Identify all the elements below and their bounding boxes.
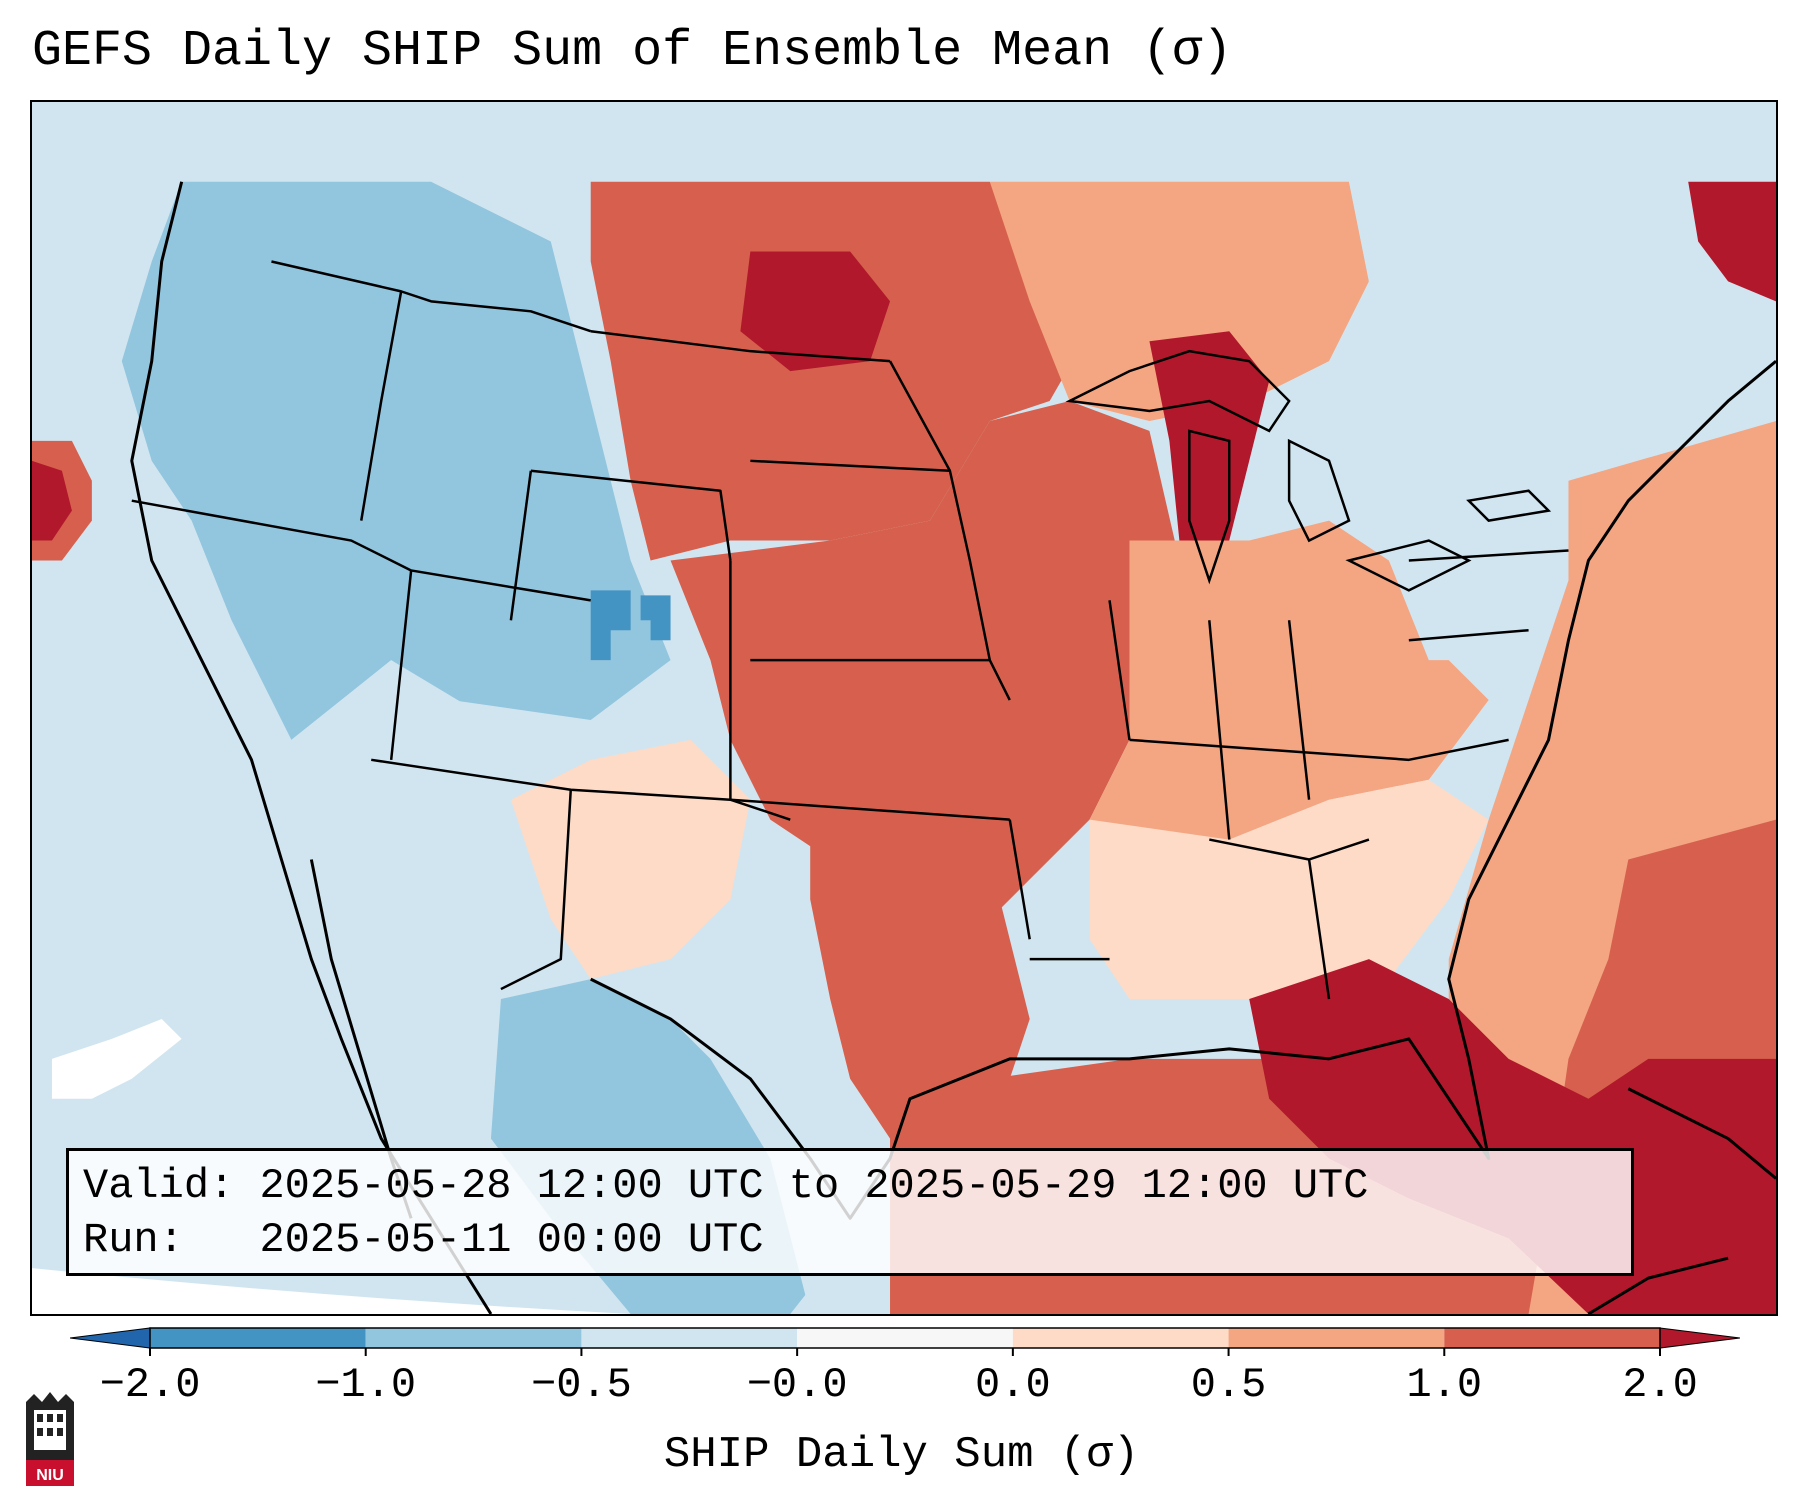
anomaly-region-near-zero bbox=[51, 1018, 182, 1099]
anomaly-region-texas bbox=[810, 819, 1030, 1139]
anomaly-region-canada-east bbox=[1329, 181, 1776, 541]
colorbar-tick-label: 2.0 bbox=[1622, 1361, 1698, 1409]
valid-value: 2025-05-28 12:00 UTC to 2025-05-29 12:00… bbox=[259, 1162, 1369, 1210]
domain-edge bbox=[32, 1268, 631, 1314]
anomaly-region-north-dakota bbox=[740, 251, 891, 372]
state-borders bbox=[131, 260, 1569, 1000]
anomaly-region-colorado-2 bbox=[640, 595, 671, 641]
colorbar-tick-label: −0.0 bbox=[746, 1361, 848, 1409]
run-value: 2025-05-11 00:00 UTC bbox=[259, 1216, 764, 1264]
anomaly-map bbox=[32, 102, 1776, 1314]
logo-text: NIU bbox=[36, 1467, 64, 1484]
valid-label: Valid: bbox=[83, 1162, 235, 1210]
anomaly-region-upper-midwest bbox=[989, 181, 1369, 421]
map-panel bbox=[30, 100, 1778, 1316]
colorbar-over-arrow bbox=[1659, 1327, 1740, 1349]
info-box: Valid: 2025-05-28 12:00 UTC to 2025-05-2… bbox=[66, 1148, 1634, 1276]
colorbar-bin bbox=[1444, 1328, 1660, 1348]
colorbar-tick-label: 0.5 bbox=[1190, 1361, 1267, 1409]
colorbar-tick-label: −1.0 bbox=[315, 1361, 417, 1409]
colorbar-tick-label: −0.5 bbox=[531, 1361, 632, 1409]
anomaly-region-southeast bbox=[1089, 779, 1489, 1000]
colorbar bbox=[70, 1327, 1740, 1356]
colorbar-bin bbox=[150, 1328, 366, 1348]
anomaly-region-ohio-valley bbox=[1089, 520, 1489, 860]
figure-title: GEFS Daily SHIP Sum of Ensemble Mean (σ) bbox=[32, 23, 1233, 80]
colorbar-tick-label: 0.0 bbox=[975, 1361, 1051, 1409]
anomaly-region-gulf-dark bbox=[1249, 959, 1776, 1314]
colorbar-label: SHIP Daily Sum (σ) bbox=[663, 1430, 1140, 1480]
anomaly-region-northeast bbox=[1388, 480, 1569, 661]
colorbar-tick-label: −2.0 bbox=[99, 1361, 201, 1409]
anomaly-region-ne-corner bbox=[1688, 181, 1776, 302]
anomaly-region-colorado bbox=[590, 590, 631, 661]
anomaly-region-west bbox=[121, 181, 671, 740]
colorbar-bin bbox=[581, 1328, 798, 1348]
niu-logo: NIU bbox=[26, 1392, 74, 1486]
anomaly-region-northern-plains bbox=[590, 181, 1090, 561]
colorbar-outline bbox=[149, 1327, 1661, 1349]
colorbar-under-arrow bbox=[70, 1327, 151, 1349]
anomaly-region-michigan bbox=[1149, 331, 1270, 621]
run-label: Run: bbox=[83, 1216, 184, 1264]
colorbar-bin bbox=[1012, 1328, 1229, 1348]
colorbar-tick-label: 1.0 bbox=[1406, 1361, 1483, 1409]
anomaly-region-pacific-dark bbox=[32, 460, 72, 541]
colorbar-bin bbox=[365, 1328, 582, 1348]
colorbar-bin bbox=[1228, 1328, 1445, 1348]
great-lakes bbox=[1065, 349, 1552, 592]
colorbar-bin bbox=[797, 1328, 1013, 1348]
